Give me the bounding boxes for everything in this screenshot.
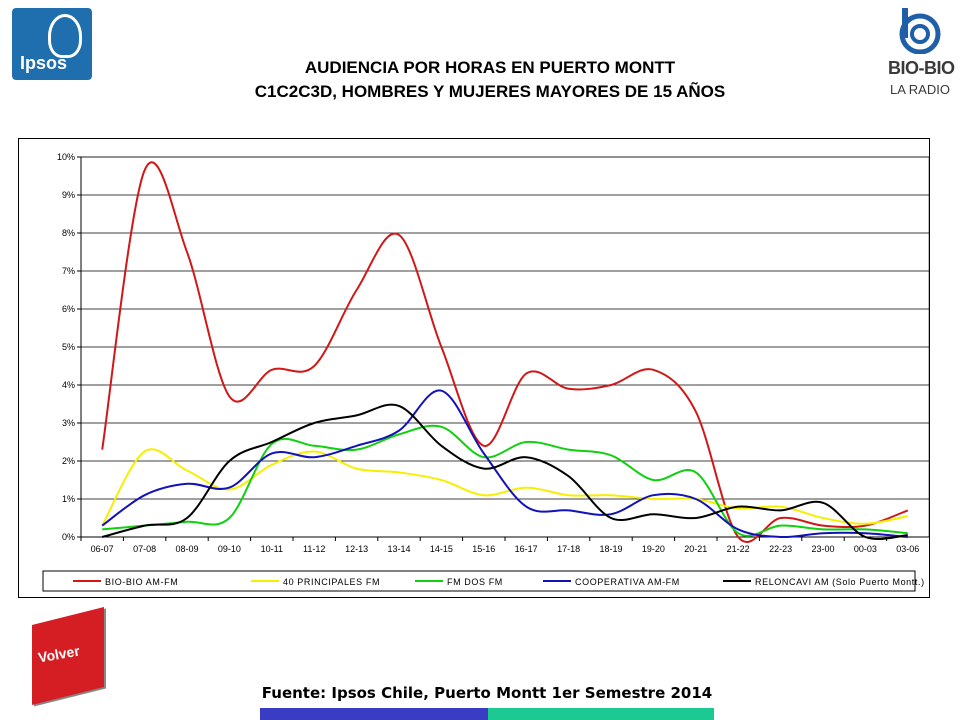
y-tick-label: 2% [62, 456, 75, 466]
source-note: Fuente: Ipsos Chile, Puerto Montt 1er Se… [261, 684, 713, 702]
x-tick-label: 09-10 [218, 544, 241, 554]
ipsos-logo-text: Ipsos [20, 53, 68, 73]
x-tick-label: 21-22 [727, 544, 750, 554]
y-tick-label: 3% [62, 418, 75, 428]
chart-title-line1: AUDIENCIA POR HORAS EN PUERTO MONTT [304, 58, 676, 77]
x-tick-label: 03-06 [896, 544, 919, 554]
y-tick-label: 9% [62, 190, 75, 200]
x-tick-label: 08-09 [175, 544, 198, 554]
x-tick-label: 18-19 [599, 544, 622, 554]
x-tick-label: 17-18 [557, 544, 580, 554]
volver-button[interactable]: Volver [26, 602, 112, 705]
line-chart: 0% 1% 2% 3% 4% 5% 6% 7% 8% 9% 10% 06-07 07-08 08-09 09… [42, 152, 929, 592]
x-tick-label: 22-23 [769, 544, 792, 554]
x-tick-label: 14-15 [430, 544, 453, 554]
ipsos-head-icon [48, 14, 82, 58]
chart-title-line2: C1C2C3D, HOMBRES Y MUJERES MAYORES DE 15… [254, 82, 726, 101]
legend-box [42, 570, 916, 592]
x-tick-label: 11-12 [303, 544, 325, 554]
x-tick-label: 16-17 [515, 544, 538, 554]
y-tick-label: 10% [57, 152, 75, 162]
legend-label-3: COOPERATIVA AM-FM [575, 577, 680, 587]
series-line-3 [101, 389, 908, 539]
x-tick-label: 19-20 [642, 544, 665, 554]
y-tick-label: 6% [62, 304, 75, 314]
footer-bar-blue [260, 708, 488, 720]
x-tick-label: 07-08 [133, 544, 156, 554]
legend-label-1: 40 PRINCIPALES FM [283, 577, 380, 587]
biobio-logo: BIO-BIO LA RADIO [880, 6, 956, 106]
ipsos-logo: Ipsos [12, 8, 92, 80]
series-line-4 [101, 403, 908, 541]
y-tick-label: 0% [62, 532, 75, 542]
y-tick-label: 8% [62, 228, 75, 238]
y-tick-label: 5% [62, 342, 75, 352]
x-tick-label: 13-14 [387, 544, 410, 554]
legend-label-2: FM DOS FM [447, 577, 503, 587]
x-tick-label: 10-11 [261, 544, 283, 554]
footer-bar-teal [488, 708, 714, 720]
legend-label-4: RELONCAVI AM (Solo Puerto Montt.) [755, 577, 925, 587]
x-tick-label: 23-00 [811, 544, 834, 554]
x-tick-label: 00-03 [854, 544, 877, 554]
y-tick-label: 4% [62, 380, 75, 390]
legend-label-0: BIO-BIO AM-FM [105, 577, 178, 587]
series-line-0 [101, 161, 909, 543]
y-tick-label: 1% [62, 494, 75, 504]
series-line-2 [102, 424, 908, 537]
biobio-mark-icon [899, 8, 941, 54]
x-tick-label: 06-07 [91, 544, 114, 554]
biobio-logo-sub: LA RADIO [890, 82, 950, 97]
chart-frame: 0% 1% 2% 3% 4% 5% 6% 7% 8% 9% 10% 06-07 07-08 08-09 09… [18, 138, 930, 598]
x-tick-label: 12-13 [345, 544, 368, 554]
biobio-logo-text: BIO-BIO [888, 58, 955, 78]
series-line-1 [101, 448, 908, 527]
y-tick-label: 7% [62, 266, 75, 276]
x-tick-label: 15-16 [472, 544, 495, 554]
x-tick-label: 20-21 [684, 544, 707, 554]
